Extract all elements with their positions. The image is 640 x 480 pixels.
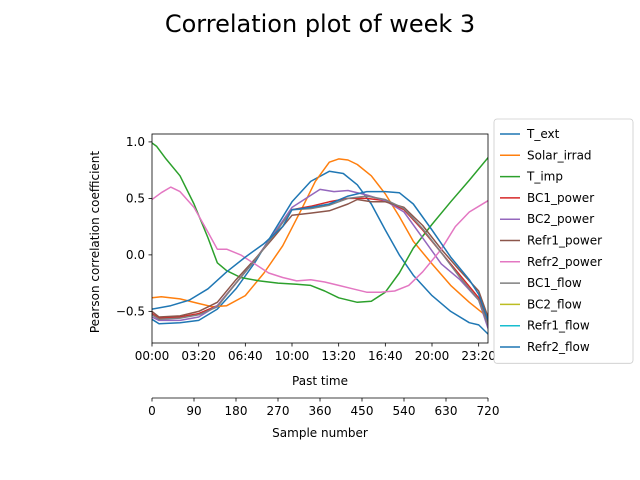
legend-label: BC2_power	[527, 212, 594, 226]
y-tick-label: −0.5	[116, 304, 145, 318]
x-axis-label: Past time	[292, 374, 348, 388]
axes: −0.5 0.0 0.5 1.0 00:00 03:20 06:40 10:00 13:20 16…	[116, 133, 500, 418]
x-tick-label: 16:40	[368, 349, 403, 363]
series-line-5	[152, 198, 488, 318]
y-axis-label: Pearson correlation coefficient	[88, 151, 102, 334]
legend-label: Solar_irrad	[527, 148, 592, 162]
plot-area	[152, 142, 488, 335]
legend-label: T_imp	[526, 170, 563, 184]
chart-title: Correlation plot of week 3	[165, 10, 475, 38]
x-tick-label: 06:40	[228, 349, 263, 363]
legend-label: Refr1_flow	[527, 319, 590, 333]
series-line-2	[152, 142, 488, 304]
legend-label: Refr2_flow	[527, 340, 590, 354]
secondary-x-tick-label: 180	[225, 404, 248, 418]
legend-box	[493, 118, 634, 364]
secondary-x-tick-label: 90	[186, 404, 201, 418]
secondary-x-axis-label: Sample number	[272, 426, 368, 440]
x-tick-label: 23:20	[461, 349, 496, 363]
legend-label: BC2_flow	[527, 297, 582, 311]
legend: T_ext Solar_irrad T_imp BC1_power BC2_power R…	[493, 118, 634, 364]
x-tick-label: 00:00	[135, 349, 170, 363]
x-tick-label: 03:20	[181, 349, 216, 363]
secondary-x-tick-label: 450	[351, 404, 374, 418]
series-line-1	[152, 158, 488, 324]
legend-label: T_ext	[526, 127, 560, 141]
plot-frame	[151, 133, 489, 344]
secondary-x-tick-label: 720	[477, 404, 500, 418]
series-line-6	[152, 186, 488, 293]
legend-label: BC1_power	[527, 191, 594, 205]
y-tick-label: 1.0	[126, 135, 145, 149]
series-line-10	[152, 190, 488, 322]
series-line-4	[152, 188, 488, 330]
legend-label: Refr2_power	[527, 255, 602, 269]
x-tick-label: 10:00	[275, 349, 310, 363]
x-tick-label: 20:00	[415, 349, 450, 363]
secondary-x-tick-label: 270	[267, 404, 290, 418]
series-line-7	[152, 195, 488, 326]
x-tick-label: 13:20	[321, 349, 356, 363]
secondary-x-tick-label: 630	[435, 404, 458, 418]
secondary-x-tick-label: 360	[309, 404, 332, 418]
y-tick-label: 0.5	[126, 191, 145, 205]
series-line-0	[152, 170, 488, 335]
secondary-x-tick-label: 0	[148, 404, 156, 418]
y-tick-label: 0.0	[126, 248, 145, 262]
secondary-x-tick-label: 540	[393, 404, 416, 418]
legend-label: BC1_flow	[527, 276, 582, 290]
legend-label: Refr1_power	[527, 234, 602, 248]
